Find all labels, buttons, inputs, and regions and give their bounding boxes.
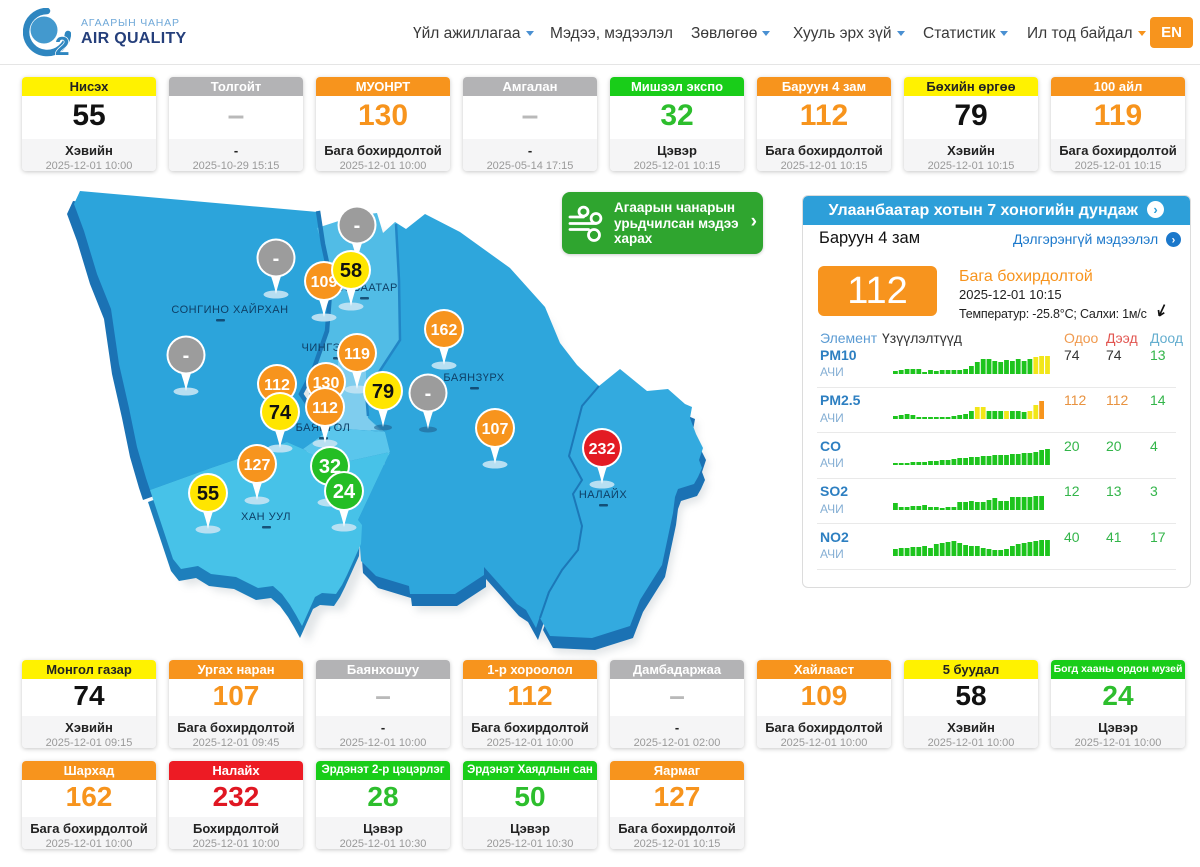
svg-text:127: 127 xyxy=(244,457,271,474)
svg-text:НАЛАЙХ: НАЛАЙХ xyxy=(579,488,627,501)
svg-text:›: › xyxy=(1172,235,1176,247)
svg-text:-: - xyxy=(273,248,280,270)
svg-text:162: 162 xyxy=(431,322,458,339)
svg-text:-: - xyxy=(354,215,361,237)
svg-text:БАЯНЗҮРХ: БАЯНЗҮРХ xyxy=(443,372,504,384)
svg-text:›: › xyxy=(1154,202,1158,217)
svg-text:32: 32 xyxy=(319,456,341,478)
svg-text:58: 58 xyxy=(340,260,362,282)
svg-text:112: 112 xyxy=(264,377,290,394)
svg-text:24: 24 xyxy=(333,481,356,503)
svg-text:55: 55 xyxy=(197,483,219,505)
svg-text:СОНГИНО ХАЙРХАН: СОНГИНО ХАЙРХАН xyxy=(171,303,288,316)
svg-text:-: - xyxy=(425,383,432,405)
svg-text:74: 74 xyxy=(269,402,292,424)
svg-text:ХАН УУЛ: ХАН УУЛ xyxy=(241,511,291,523)
svg-text:232: 232 xyxy=(589,441,616,458)
svg-text:130: 130 xyxy=(313,375,340,392)
svg-text:112: 112 xyxy=(312,400,338,417)
svg-text:-: - xyxy=(183,345,190,367)
svg-text:2: 2 xyxy=(55,31,69,60)
svg-text:119: 119 xyxy=(344,346,370,363)
svg-text:109: 109 xyxy=(311,274,338,291)
svg-text:107: 107 xyxy=(482,421,509,438)
svg-text:79: 79 xyxy=(372,381,394,403)
